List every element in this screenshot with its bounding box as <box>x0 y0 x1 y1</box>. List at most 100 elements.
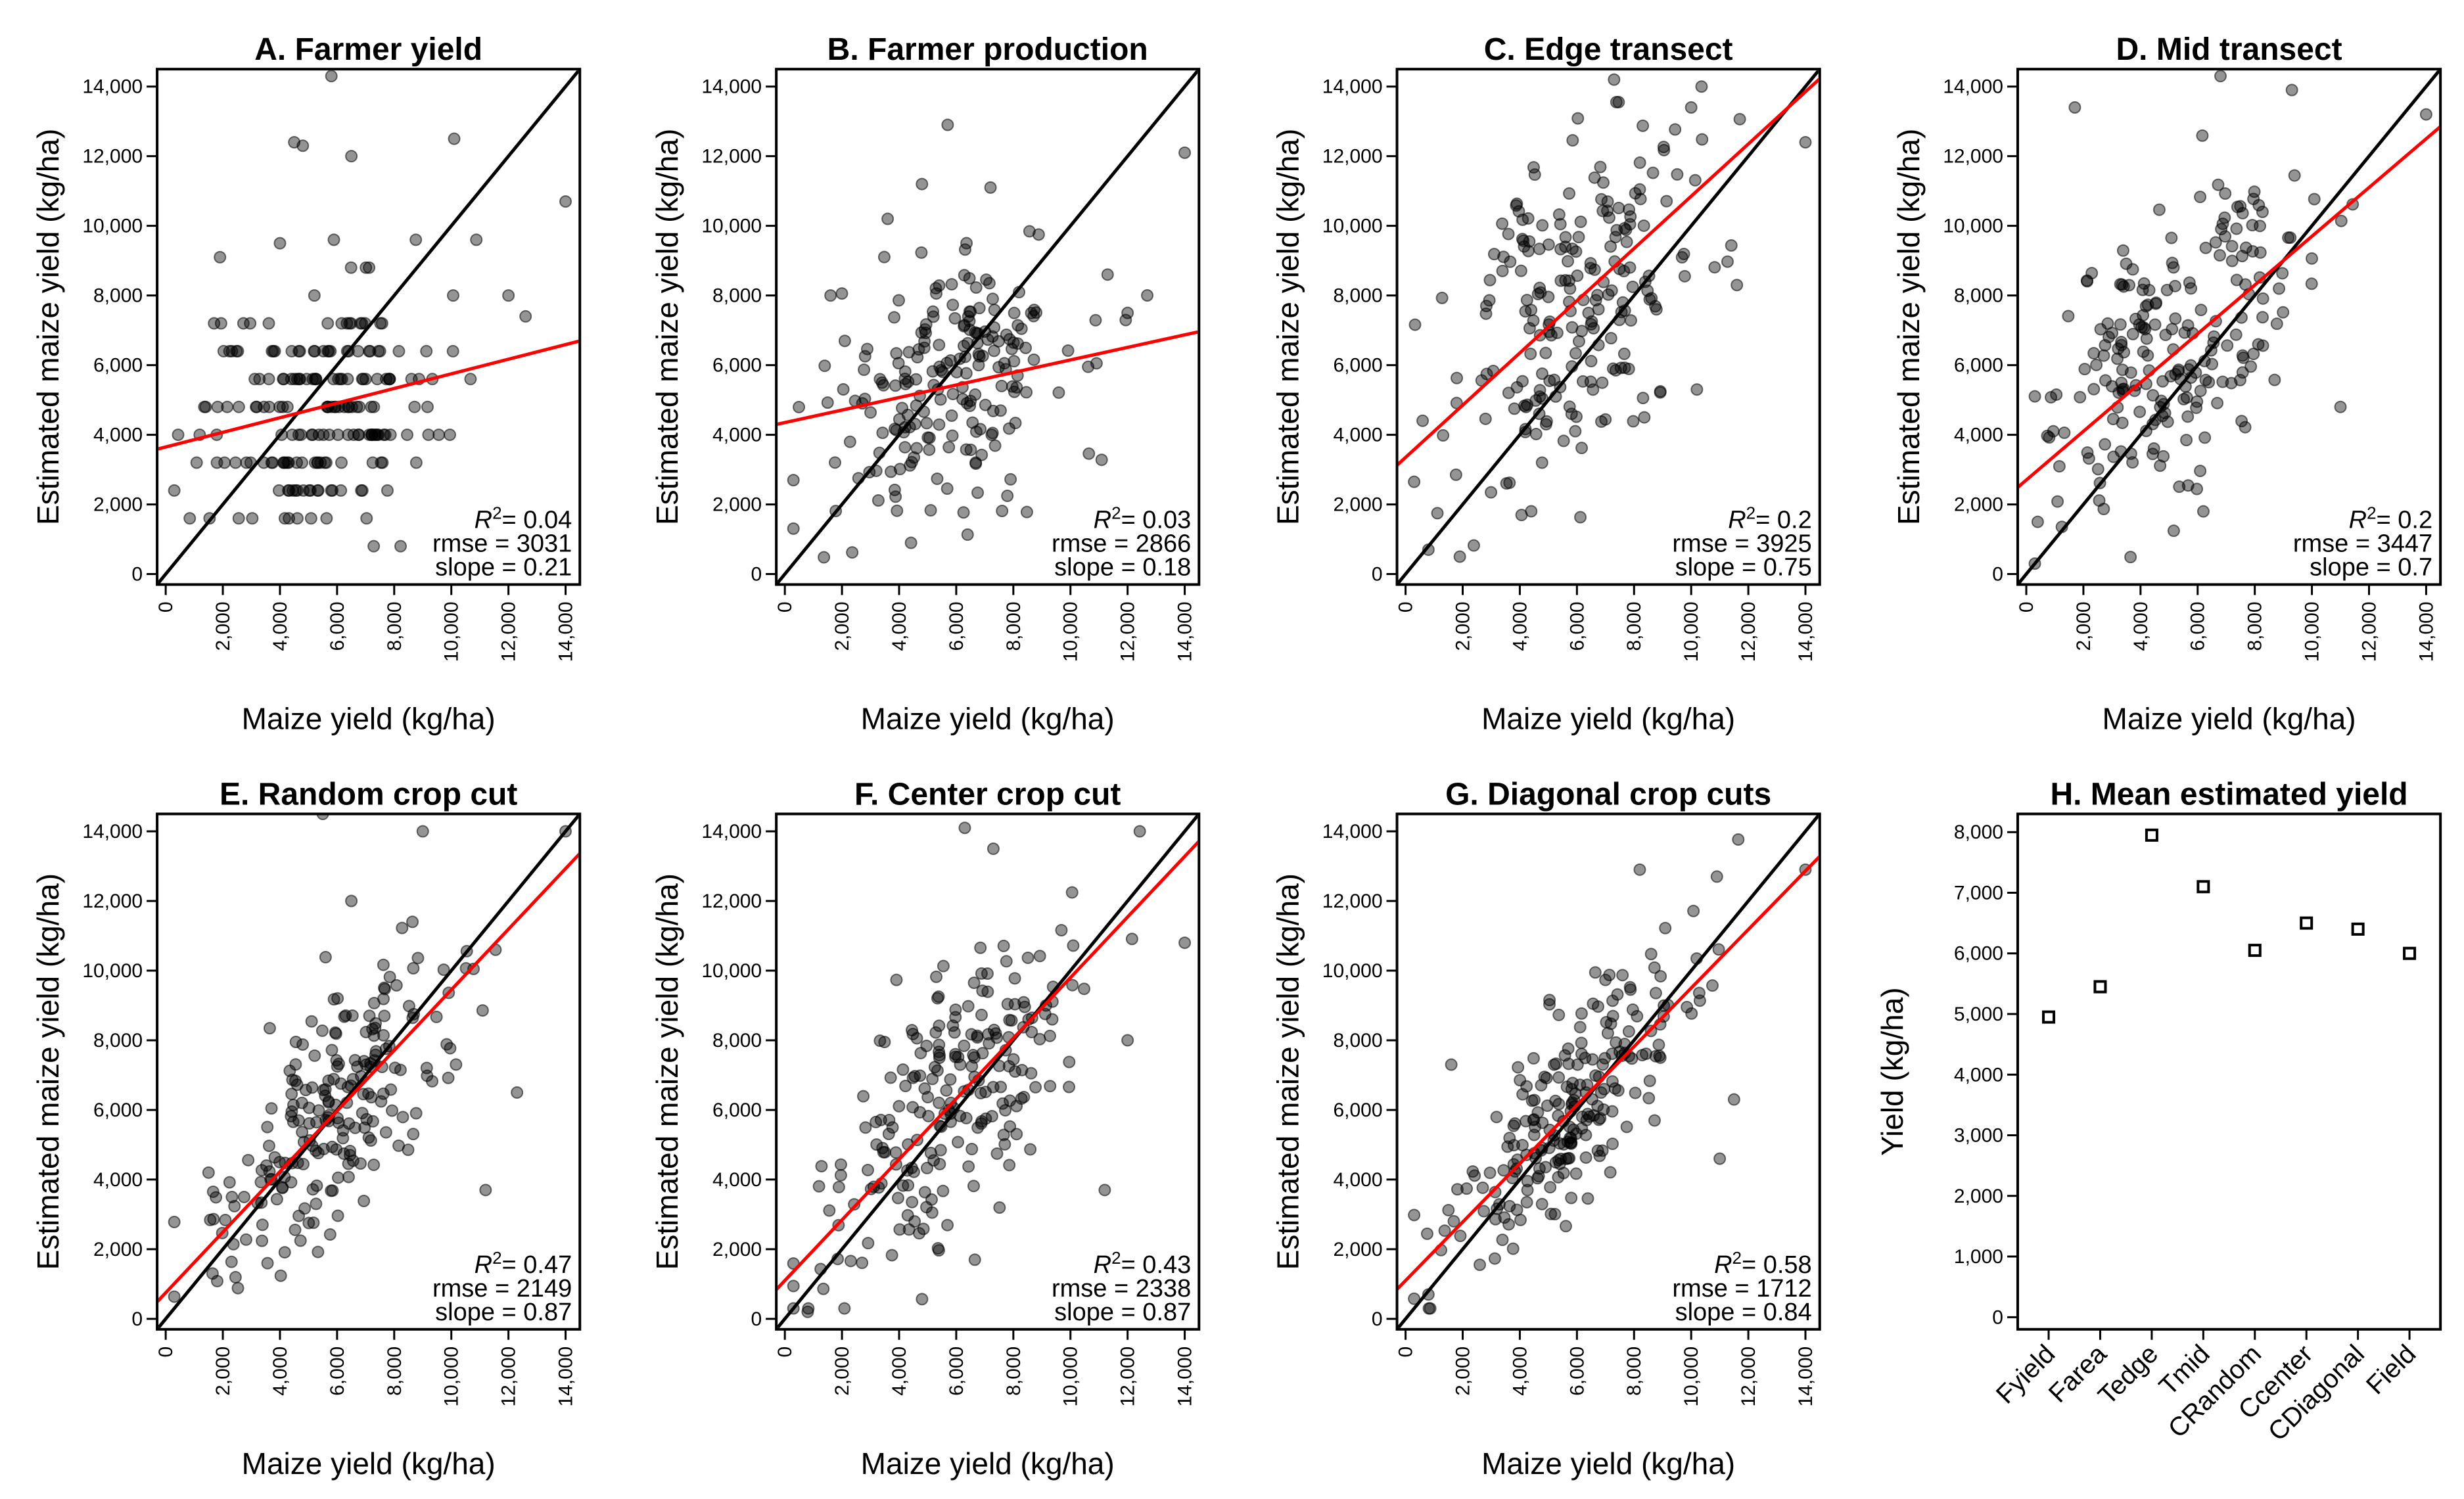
data-point <box>793 400 806 413</box>
data-point <box>401 428 414 442</box>
mean-yield-marker <box>2351 922 2365 936</box>
data-point <box>2165 231 2178 244</box>
data-point <box>378 982 391 996</box>
r-squared-label: R2= 0.47 <box>475 1248 572 1279</box>
data-point <box>273 400 286 413</box>
data-point <box>340 317 354 330</box>
data-point <box>931 992 944 1005</box>
data-point <box>1408 475 1421 488</box>
y-tick-label: 6,000 <box>93 355 143 377</box>
data-point <box>1563 187 1576 200</box>
x-tick-label: 2,000 <box>831 601 853 651</box>
x-tick-label: 14,000 <box>555 601 577 662</box>
data-point <box>1447 1214 1460 1228</box>
data-point <box>1591 1099 1604 1113</box>
data-point <box>244 317 257 330</box>
data-point <box>1552 1008 1566 1021</box>
mean-yield-marker <box>2197 880 2210 894</box>
data-point <box>1634 193 1647 206</box>
data-point <box>944 1073 957 1086</box>
data-point <box>380 373 393 386</box>
data-point <box>335 484 348 497</box>
data-point <box>2081 275 2094 288</box>
y-tick-label: 0 <box>1992 1306 2003 1328</box>
data-point <box>274 1269 287 1282</box>
data-point <box>394 540 407 553</box>
data-point <box>2078 363 2091 376</box>
data-point <box>1650 303 1663 316</box>
data-point <box>1732 833 1745 846</box>
data-point <box>858 363 871 377</box>
x-tick-label: 8,000 <box>1003 1347 1025 1396</box>
data-point <box>968 1051 981 1064</box>
data-point <box>1579 1151 1592 1164</box>
data-point <box>2051 495 2064 508</box>
data-point <box>2041 429 2054 442</box>
data-point <box>2308 193 2321 206</box>
data-point <box>354 1157 367 1170</box>
data-point <box>1617 265 1631 278</box>
data-point <box>1501 1140 1514 1153</box>
identity-line <box>778 815 1198 1328</box>
data-point <box>948 311 962 325</box>
data-point <box>1518 240 1531 253</box>
data-point <box>362 1087 375 1100</box>
data-point <box>937 959 950 973</box>
data-point <box>327 373 340 386</box>
data-point <box>1007 1053 1020 1066</box>
data-point <box>232 400 245 413</box>
data-point <box>787 474 800 487</box>
data-point <box>2116 363 2129 377</box>
panel-d: D. Mid transect 0 2,000 4,000 6,000 8,000 10,0… <box>1892 32 2442 735</box>
data-point <box>929 1026 942 1039</box>
data-point <box>1015 1063 1029 1076</box>
data-point <box>309 1144 322 1157</box>
data-point <box>1626 1003 1639 1016</box>
data-point <box>916 1293 929 1306</box>
data-point <box>1589 966 1602 979</box>
data-point <box>844 1255 857 1268</box>
mean-yield-marker <box>2300 916 2313 930</box>
data-point <box>2087 382 2101 396</box>
data-point <box>231 344 244 357</box>
data-point <box>2181 479 2195 492</box>
data-point <box>2230 222 2243 235</box>
y-tick-label: 2,000 <box>712 1239 762 1260</box>
data-point <box>285 1088 298 1101</box>
data-point <box>1562 1057 1575 1071</box>
data-point <box>1533 384 1546 397</box>
data-point <box>470 233 483 246</box>
y-tick-label: 4,000 <box>1333 425 1382 446</box>
data-point <box>1543 994 1556 1007</box>
y-tick-label: 0 <box>1992 564 2003 586</box>
data-point <box>421 400 434 413</box>
data-point <box>1622 1025 1635 1038</box>
data-point <box>335 373 348 386</box>
data-point <box>2285 83 2298 97</box>
data-point <box>914 1106 927 1119</box>
data-point <box>2246 219 2259 232</box>
data-point <box>1496 217 1509 230</box>
data-point <box>312 1245 325 1258</box>
data-point <box>2229 328 2243 341</box>
data-point <box>2028 390 2041 403</box>
plot-area <box>158 815 579 1328</box>
x-tick-label: 4,000 <box>269 601 291 651</box>
data-point <box>1552 208 1566 221</box>
y-tick-label: 12,000 <box>1943 146 2003 168</box>
data-point <box>1548 1058 1561 1071</box>
data-point <box>1587 321 1600 334</box>
data-point <box>979 1086 992 1099</box>
data-point <box>1119 313 1132 327</box>
data-point <box>834 1158 847 1171</box>
data-point <box>988 439 1002 452</box>
data-point <box>1525 304 1538 317</box>
data-point <box>823 1204 836 1217</box>
y-tick-label: 10,000 <box>82 216 143 237</box>
data-point <box>910 373 923 386</box>
plot-frame <box>156 812 582 1331</box>
data-point <box>1005 1014 1018 1027</box>
panel-title: H. Mean estimated yield <box>2050 777 2407 812</box>
data-point <box>1506 1242 1520 1255</box>
data-point <box>2236 250 2249 263</box>
